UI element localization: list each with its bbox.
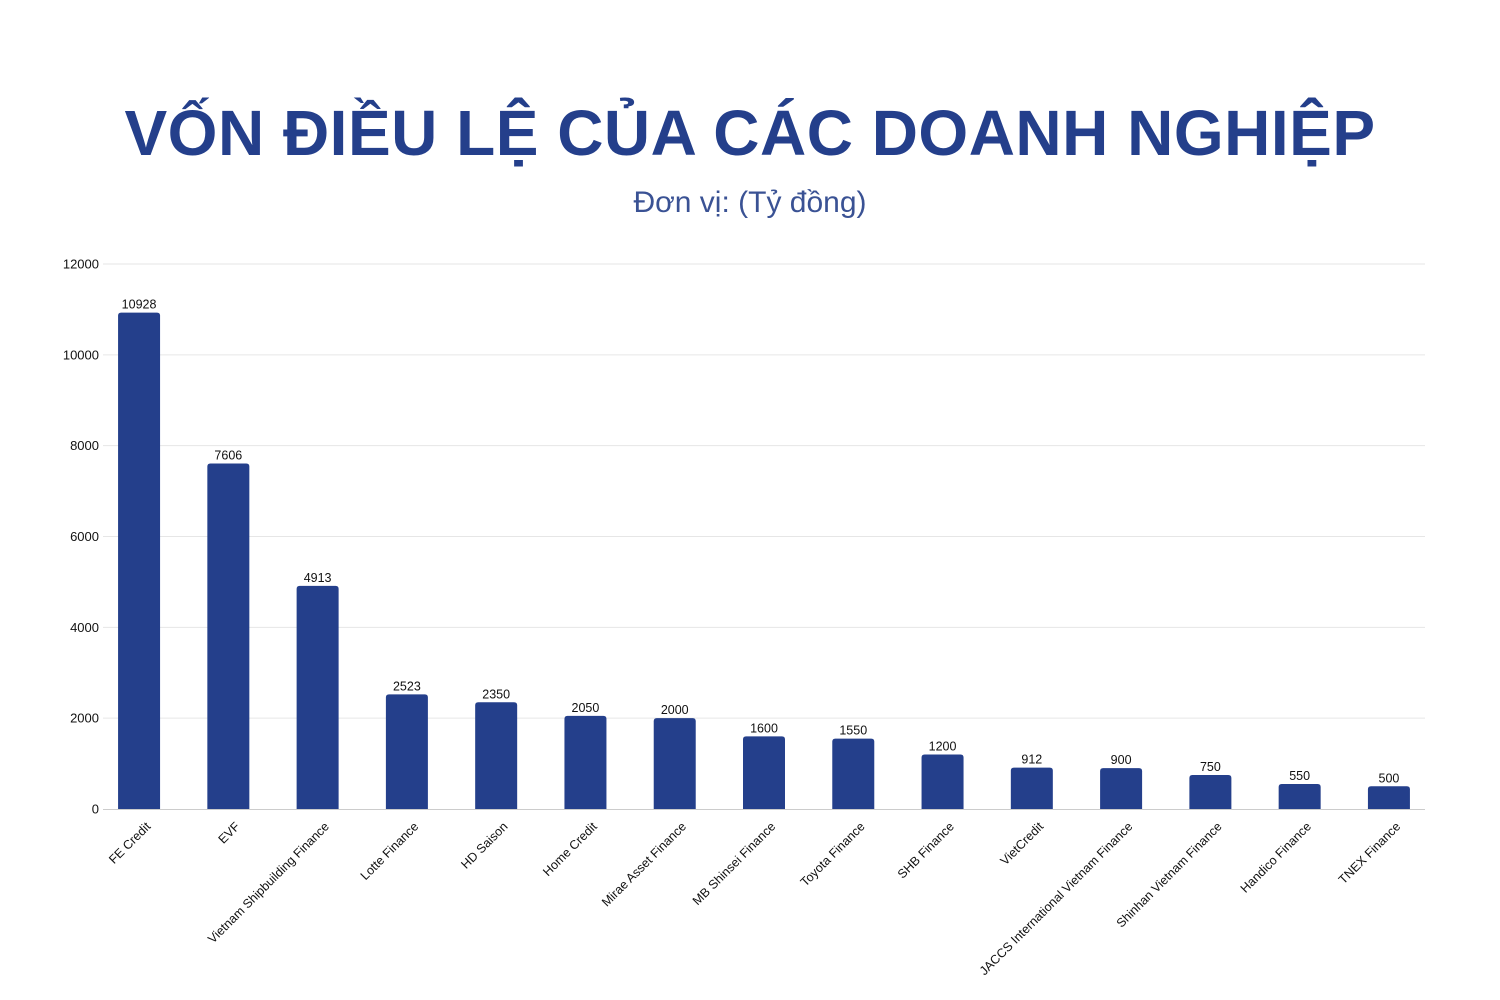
bar-value-label: 900 (1111, 753, 1132, 767)
bar-group: 2000 (653, 703, 696, 809)
x-category-label: MB Shinsei Finance (690, 819, 779, 908)
bar-value-label: 2050 (572, 701, 600, 715)
bar-group: 2523 (385, 679, 428, 809)
x-category-label: TNEX Finance (1336, 819, 1403, 886)
bar-value-label: 500 (1379, 771, 1400, 785)
y-tick-label: 12000 (63, 257, 99, 272)
bar-group: 7606 (207, 449, 250, 809)
y-tick-label: 0 (92, 802, 99, 817)
bar-value-label: 550 (1289, 769, 1310, 783)
bar-value-label: 912 (1021, 753, 1042, 767)
bar (653, 718, 696, 809)
x-category-label: Toyota Finance (798, 819, 868, 889)
bar (1010, 767, 1053, 809)
bar (1189, 774, 1232, 809)
x-category-label: FE Credit (106, 819, 154, 867)
bar-value-label: 2350 (482, 687, 510, 701)
bar-value-label: 2523 (393, 679, 421, 693)
bar (475, 702, 518, 809)
y-tick-label: 6000 (70, 529, 99, 544)
bar (564, 715, 607, 809)
bar-group: 500 (1367, 771, 1410, 809)
chart-subtitle: Đơn vị: (Tỷ đồng) (633, 186, 867, 219)
bar-group: 1600 (743, 721, 785, 809)
y-tick-label: 8000 (70, 438, 99, 453)
x-category-label: Mirae Asset Finance (599, 819, 689, 909)
y-tick-label: 2000 (70, 711, 99, 726)
x-category-label: VietCredit (998, 819, 1047, 868)
bar (1100, 768, 1143, 809)
bar (385, 694, 428, 809)
bar (832, 738, 875, 809)
x-category-label: Handico Finance (1238, 819, 1314, 895)
x-category-label: Shinhan Vietnam Finance (1114, 819, 1225, 930)
bar (921, 754, 964, 809)
x-category-label: JACCS International Vietnam Finance (977, 819, 1136, 978)
bar-value-label: 1550 (839, 724, 867, 738)
bar-group: 2050 (564, 701, 607, 809)
bar-group: 912 (1010, 753, 1053, 809)
bar (1278, 784, 1321, 809)
bar-value-label: 1200 (929, 740, 957, 754)
y-axis: 0 2000 4000 6000 8000 10000 12000 (63, 257, 99, 817)
x-category-label: Home Credit (540, 819, 600, 879)
bar-group: 750 (1189, 760, 1232, 809)
bar (118, 312, 161, 809)
x-category-label: HD Saison (458, 819, 510, 871)
bar (207, 463, 250, 809)
bars: 10928 7606 4913 2523 2350 2050 2000 1600 1550 120… (118, 298, 1410, 809)
bar-value-label: 4913 (304, 571, 332, 585)
bar-group: 2350 (475, 687, 518, 809)
bar-group: 900 (1100, 753, 1143, 809)
chart-title: VỐN ĐIỀU LỆ CỦA CÁC DOANH NGHIỆP (124, 97, 1376, 169)
bar-group: 1200 (921, 740, 964, 809)
bar-value-label: 10928 (122, 298, 157, 312)
y-tick-label: 4000 (70, 620, 99, 635)
bar-group: 10928 (118, 298, 161, 809)
bar-value-label: 7606 (214, 449, 242, 463)
bar-value-label: 750 (1200, 760, 1221, 774)
x-category-label: SHB Finance (895, 819, 957, 881)
bar-value-label: 2000 (661, 703, 689, 717)
bar-group: 4913 (296, 571, 339, 809)
bar (1367, 786, 1410, 809)
bar (296, 585, 339, 809)
bar-group: 1550 (832, 724, 875, 809)
y-tick-label: 10000 (63, 347, 99, 362)
x-category-label: EVF (216, 819, 243, 846)
x-category-label: Lotte Finance (358, 819, 421, 882)
bar-value-label: 1600 (750, 721, 778, 735)
bar-group: 550 (1278, 769, 1321, 809)
bar (743, 736, 785, 809)
